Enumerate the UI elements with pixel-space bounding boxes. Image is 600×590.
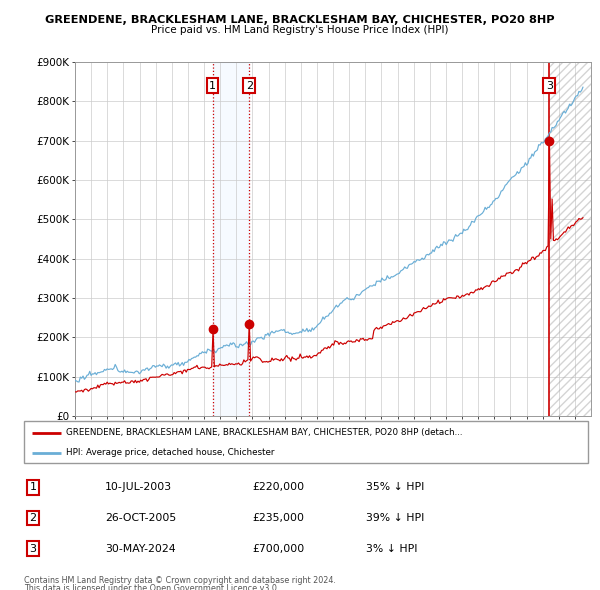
Text: 1: 1 xyxy=(209,81,216,90)
Bar xyxy=(212,62,250,416)
Text: 26-OCT-2005: 26-OCT-2005 xyxy=(105,513,176,523)
Text: 10-JUL-2003: 10-JUL-2003 xyxy=(105,483,172,492)
Text: GREENDENE, BRACKLESHAM LANE, BRACKLESHAM BAY, CHICHESTER, PO20 8HP (detach...: GREENDENE, BRACKLESHAM LANE, BRACKLESHAM… xyxy=(66,428,463,437)
Text: Price paid vs. HM Land Registry's House Price Index (HPI): Price paid vs. HM Land Registry's House … xyxy=(151,25,449,35)
Text: £220,000: £220,000 xyxy=(252,483,304,492)
Text: 30-MAY-2024: 30-MAY-2024 xyxy=(105,544,176,553)
Text: 2: 2 xyxy=(246,81,253,90)
Text: GREENDENE, BRACKLESHAM LANE, BRACKLESHAM BAY, CHICHESTER, PO20 8HP: GREENDENE, BRACKLESHAM LANE, BRACKLESHAM… xyxy=(45,15,555,25)
Text: £700,000: £700,000 xyxy=(252,544,304,553)
Text: 2: 2 xyxy=(29,513,37,523)
Text: 3: 3 xyxy=(29,544,37,553)
Bar xyxy=(549,62,591,416)
Text: 3: 3 xyxy=(546,81,553,90)
Text: HPI: Average price, detached house, Chichester: HPI: Average price, detached house, Chic… xyxy=(66,448,275,457)
Text: 35% ↓ HPI: 35% ↓ HPI xyxy=(366,483,424,492)
Text: This data is licensed under the Open Government Licence v3.0.: This data is licensed under the Open Gov… xyxy=(24,584,280,590)
Text: £235,000: £235,000 xyxy=(252,513,304,523)
Bar xyxy=(549,62,591,416)
Text: 1: 1 xyxy=(29,483,37,492)
Text: Contains HM Land Registry data © Crown copyright and database right 2024.: Contains HM Land Registry data © Crown c… xyxy=(24,576,336,585)
Text: 3% ↓ HPI: 3% ↓ HPI xyxy=(366,544,418,553)
Text: 39% ↓ HPI: 39% ↓ HPI xyxy=(366,513,424,523)
